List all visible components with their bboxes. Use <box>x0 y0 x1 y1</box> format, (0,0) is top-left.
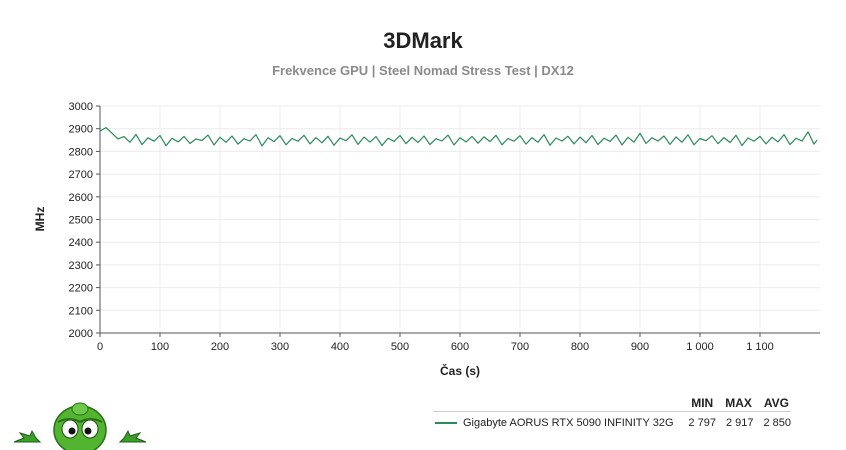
legend-header-avg: AVG <box>763 395 789 410</box>
y-tick-label: 2500 <box>69 215 93 227</box>
legend-row: Gigabyte AORUS RTX 5090 INFINITY 32G 2 7… <box>433 412 791 434</box>
y-tick-label: 2400 <box>69 237 93 249</box>
x-tick-label: 100 <box>151 341 169 353</box>
x-tick-label: 0 <box>97 341 103 353</box>
legend-header: MIN MAX AVG <box>433 394 791 412</box>
y-tick-label: 2200 <box>69 283 93 295</box>
grid-lines <box>100 105 820 334</box>
tick-labels: 2000210022002300240025002600270028002900… <box>69 101 774 353</box>
y-axis-title: MHz <box>33 207 47 232</box>
series-line-0 <box>99 126 818 147</box>
x-tick-label: 900 <box>631 341 649 353</box>
legend-series-name: Gigabyte AORUS RTX 5090 INFINITY 32G <box>463 417 674 429</box>
x-tick-label: 1 000 <box>686 341 714 353</box>
x-tick-label: 700 <box>511 341 529 353</box>
axes <box>96 105 820 337</box>
series-layer <box>99 126 818 147</box>
x-tick-label: 500 <box>391 341 409 353</box>
x-tick-label: 400 <box>331 341 349 353</box>
legend-swatch <box>435 422 457 424</box>
chart-title: 3DMark <box>383 28 463 53</box>
chart-subtitle: Frekvence GPU | Steel Nomad Stress Test … <box>272 63 574 78</box>
legend-table: MIN MAX AVG Gigabyte AORUS RTX 5090 INFI… <box>433 394 791 434</box>
x-tick-label: 300 <box>271 341 289 353</box>
y-tick-label: 2000 <box>69 328 93 340</box>
y-tick-label: 2700 <box>69 169 93 181</box>
y-tick-label: 2100 <box>69 305 93 317</box>
legend-header-min: MIN <box>691 395 714 410</box>
x-axis-title: Čas (s) <box>440 363 480 378</box>
y-tick-label: 2900 <box>69 124 93 136</box>
y-tick-label: 2800 <box>69 146 93 158</box>
x-tick-label: 200 <box>211 341 229 353</box>
legend-header-max: MAX <box>725 395 752 410</box>
y-tick-label: 2600 <box>69 192 93 204</box>
legend-avg-value: 2 850 <box>763 417 791 429</box>
legend-max-value: 2 917 <box>725 417 754 429</box>
x-tick-label: 1 100 <box>746 341 774 353</box>
y-tick-label: 3000 <box>69 101 93 113</box>
legend-min-value: 2 797 <box>688 417 716 429</box>
y-tick-label: 2300 <box>69 260 93 272</box>
mascot-logo <box>13 402 147 450</box>
x-tick-label: 600 <box>451 341 469 353</box>
x-tick-label: 800 <box>571 341 589 353</box>
